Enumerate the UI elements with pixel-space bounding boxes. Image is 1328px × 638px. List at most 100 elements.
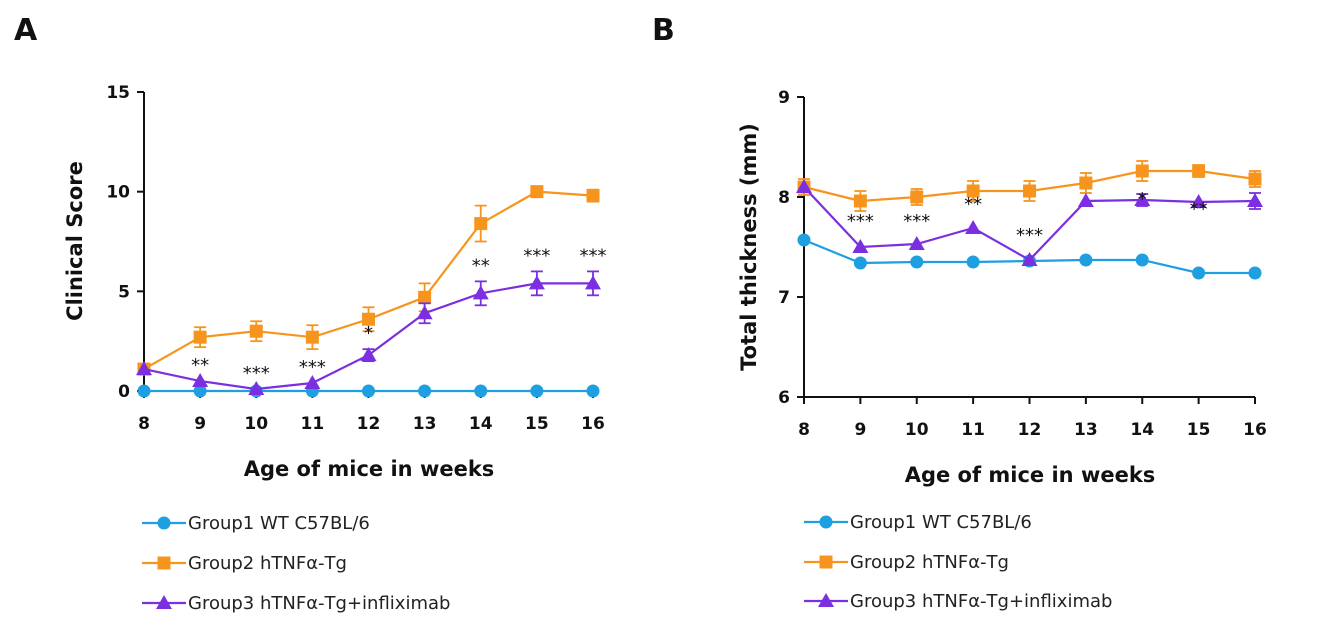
panel-a-y-tick-label: 15 <box>106 83 130 103</box>
panel-b-x-tick-label: 14 <box>1130 420 1154 440</box>
panel-b-significance-label: *** <box>847 211 874 232</box>
panel-a-series-2-point <box>249 324 263 338</box>
panel-b-x-tick-label: 13 <box>1074 420 1098 440</box>
panel-b-legend-item-3: Group3 hTNFα-Tg+infliximab <box>804 591 1112 612</box>
panel-a-x-tick-label: 12 <box>357 414 381 434</box>
panel-a-legend-label: Group3 hTNFα-Tg+infliximab <box>188 593 450 614</box>
panel-b-x-tick-label: 11 <box>961 420 985 440</box>
panel-a-series-2-point <box>193 330 207 344</box>
panel-a-x-tick-label: 9 <box>194 414 206 434</box>
panel-b-significance-label: * <box>1138 189 1147 210</box>
panel-a-y-tick-label: 10 <box>106 183 130 203</box>
panel-b-y-tick-label: 8 <box>778 188 790 208</box>
panel-a-legend-marker <box>157 516 171 530</box>
panel-a-series-1-point <box>418 384 432 398</box>
panel-b-legend-marker <box>819 515 833 529</box>
panel-a-letter: A <box>14 13 38 48</box>
panel-a-series-1-point <box>474 384 488 398</box>
panel-b-x-tick-label: 10 <box>905 420 929 440</box>
panel-b-series-2-point <box>966 184 980 198</box>
panel-a-legend-item-1: Group1 WT C57BL/6 <box>142 513 370 534</box>
panel-b-series-2-point <box>1023 184 1036 198</box>
panel-b-y-tick-label: 9 <box>778 88 790 108</box>
panel-a-series-3 <box>136 270 601 396</box>
panel-b-significance-label: *** <box>1016 225 1043 246</box>
panel-b-x-tick-label: 9 <box>854 420 866 440</box>
panel-b-series-2-point <box>1135 164 1149 178</box>
panel-b-legend-marker <box>818 593 834 607</box>
panel-a-x-tick-label: 10 <box>244 414 268 434</box>
panel-b-legend-label: Group1 WT C57BL/6 <box>850 512 1032 533</box>
panel-a-series-2-point <box>362 312 375 326</box>
panel-b-significance-label: ** <box>1190 199 1208 220</box>
panel-b-series-2-point <box>910 190 924 204</box>
panel-a-significance-label: *** <box>523 245 550 266</box>
panel-b-series-1-point <box>1192 266 1206 280</box>
panel-a-series-3-point <box>528 275 545 290</box>
panel-b-legend-marker <box>819 555 833 569</box>
panel-a-y-tick-label: 5 <box>118 282 130 302</box>
panel-a-series-3-point <box>416 305 433 320</box>
panel-b-x-tick-label: 8 <box>798 420 810 440</box>
panel-b-legend-item-2: Group2 hTNFα-Tg <box>804 552 1009 573</box>
panel-a-significance-label: * <box>364 323 373 344</box>
panel-a-significance-label: *** <box>580 245 607 266</box>
panel-b-x-axis-title: Age of mice in weeks <box>905 463 1156 487</box>
panel-b-series-1-point <box>1135 253 1149 267</box>
panel-b-x-tick-label: 15 <box>1187 420 1211 440</box>
panel-a-y-tick-label: 0 <box>118 382 130 402</box>
panel-a-series-1-point <box>362 384 375 398</box>
panel-a-series-3-point <box>248 381 265 396</box>
panel-a-series-1-point <box>586 384 600 398</box>
panel-b-letter: B <box>652 13 675 48</box>
panel-a-x-tick-label: 11 <box>301 414 325 434</box>
panel-a-x-tick-label: 16 <box>581 414 605 434</box>
panel-a-series-2-point <box>474 217 488 231</box>
panel-a-significance-label: *** <box>299 357 326 378</box>
panel-b-y-tick-label: 7 <box>778 288 790 308</box>
panel-a-x-tick-label: 13 <box>413 414 437 434</box>
panel-a-series-3-point <box>192 373 209 388</box>
panel-a-series-2-point <box>530 185 544 199</box>
panel-a-legend-item-2: Group2 hTNFα-Tg <box>142 553 347 574</box>
panel-b-series-3-point <box>965 220 982 234</box>
panel-b-series-1-point <box>910 255 924 269</box>
panel-b-significance-label: *** <box>903 211 930 232</box>
panel-b-series-2-point <box>1079 176 1093 190</box>
panel-b-series-1-point <box>966 255 980 269</box>
panel-a-x-tick-label: 8 <box>138 414 150 434</box>
panel-b-series-1-point <box>1079 253 1093 267</box>
panel-a-y-axis-title: Clinical Score <box>63 161 87 321</box>
panel-b-legend-label: Group3 hTNFα-Tg+infliximab <box>850 591 1112 612</box>
panel-b-x-tick-label: 12 <box>1018 420 1042 440</box>
panel-a-legend-marker <box>156 595 172 609</box>
panel-a-significance-label: *** <box>243 363 270 384</box>
panel-b-series-3-point <box>908 236 925 250</box>
panel-a-series-3-point <box>472 285 489 300</box>
panel-b-x-tick-label: 16 <box>1243 420 1267 440</box>
panel-a-series-3-point <box>360 347 377 362</box>
panel-a-series-2-point <box>305 330 319 344</box>
panel-a-significance-label: ** <box>191 355 209 376</box>
panel-b-series-3-point <box>1190 194 1207 208</box>
panel-b-series-3-point <box>1077 193 1094 207</box>
panel-a-series-2 <box>137 185 600 376</box>
panel-b-y-tick-label: 6 <box>778 388 790 408</box>
panel-b-series-3 <box>796 179 1263 266</box>
panel-b-series-2-point <box>1192 164 1206 178</box>
panel-a-legend-item-3: Group3 hTNFα-Tg+infliximab <box>142 593 450 614</box>
panel-a-series-2-point <box>418 290 432 304</box>
panel-b-series-1-point <box>797 233 811 247</box>
panel-b-series-2 <box>797 160 1262 212</box>
panel-b-legend-item-1: Group1 WT C57BL/6 <box>804 512 1032 533</box>
panel-a-series-3-point <box>585 275 601 290</box>
panel-b-series-1-point <box>1248 266 1262 280</box>
panel-a-legend-label: Group1 WT C57BL/6 <box>188 513 370 534</box>
panel-a-significance-label: ** <box>472 255 490 276</box>
panel-b-series-1-point <box>853 256 867 270</box>
panel-a-series-1-point <box>530 384 544 398</box>
panel-a-x-tick-label: 14 <box>469 414 493 434</box>
